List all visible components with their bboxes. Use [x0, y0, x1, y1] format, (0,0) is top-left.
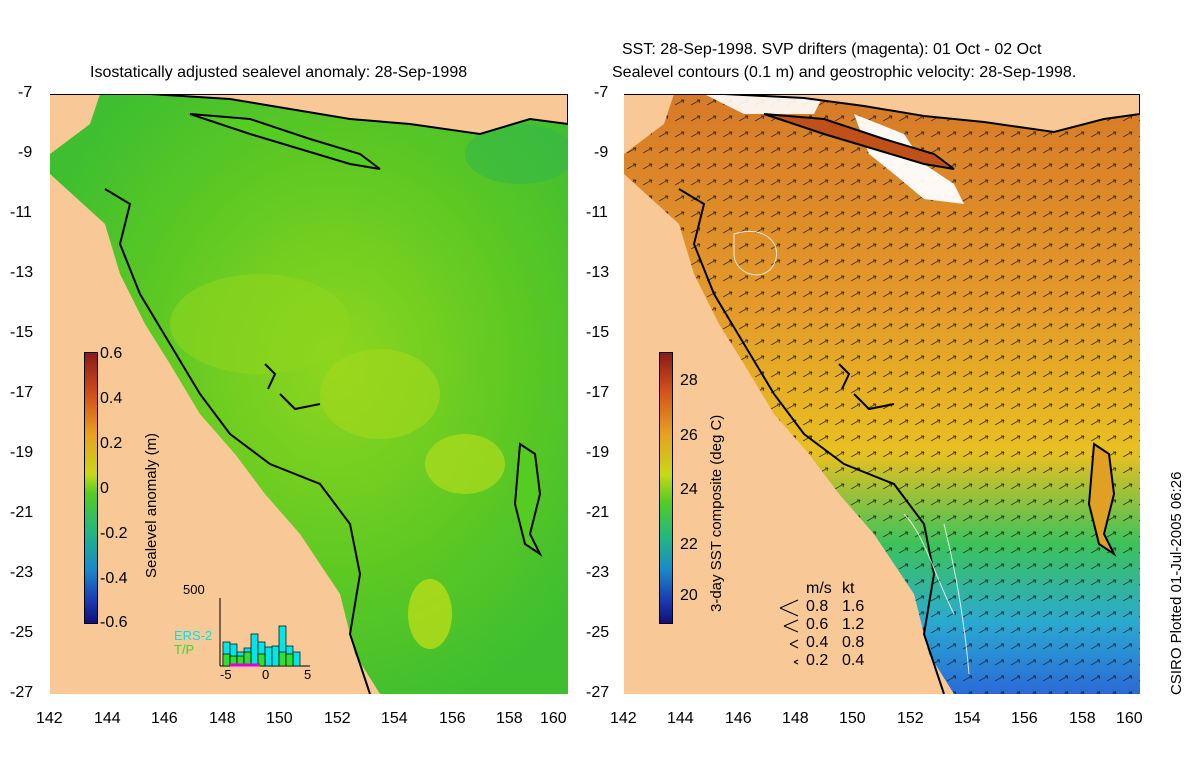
left-lon-label-4: 150: [266, 710, 293, 727]
right-panel-title-line1: SST: 28-Sep-1998. SVP drifters (magenta)…: [622, 41, 1042, 58]
left-lat-label-6: -19: [10, 444, 34, 461]
velocity-legend-ms-1: 0.6: [806, 616, 829, 633]
left-lat-label-2: -11: [10, 204, 32, 221]
sst-tick-2: 24: [680, 481, 698, 498]
velocity-legend-ms-0: 0.8: [806, 598, 829, 615]
right-lat-label-10: -27: [586, 684, 610, 701]
sealevel-tick-6: -0.6: [100, 614, 128, 631]
velocity-legend: m/s kt 0.8 1.6 0.6 1.2 0.4 0.8 0.2 0.4: [776, 580, 876, 670]
left-lat-label-7: -21: [10, 504, 34, 521]
right-lon-label-6: 154: [954, 710, 981, 727]
velocity-legend-ms-3: 0.2: [806, 652, 829, 669]
left-lat-label-5: -17: [10, 384, 34, 401]
velocity-legend-header-ms: m/s: [806, 580, 832, 597]
right-lon-label-0: 142: [610, 710, 637, 727]
left-lat-label-10: -27: [10, 684, 34, 701]
right-lon-label-1: 144: [667, 710, 694, 727]
right-lat-label-9: -25: [586, 624, 610, 641]
sealevel-tick-5: -0.4: [100, 570, 128, 587]
sst-tick-1: 26: [680, 427, 698, 444]
sst-northern-landmass: [624, 94, 1140, 134]
track-histogram: [219, 598, 310, 667]
right-lat-label-2: -11: [586, 204, 608, 221]
left-lat-label-1: -9: [18, 144, 33, 161]
left-panel-title: Isostatically adjusted sealevel anomaly:…: [90, 64, 468, 81]
right-lat-label-6: -19: [586, 444, 610, 461]
sealevel-tick-4: -0.2: [100, 525, 128, 542]
right-lat-label-5: -17: [586, 384, 610, 401]
velocity-legend-kt-3: 0.4: [842, 652, 865, 669]
sealevel-colorbar: [84, 352, 98, 624]
sealevel-tick-3: 0: [100, 480, 109, 497]
histogram-legend-ers: ERS-2: [174, 628, 213, 643]
histogram-legend-tp: T/P: [174, 642, 195, 657]
right-lat-label-4: -15: [586, 324, 610, 341]
northern-landmass: [50, 94, 568, 136]
left-lon-label-6: 154: [381, 710, 408, 727]
histogram-xtick-1: 0: [262, 667, 270, 682]
velocity-legend-ms-2: 0.4: [806, 634, 829, 651]
sea-region: [50, 94, 568, 694]
left-lon-label-3: 148: [209, 710, 236, 727]
sealevel-colorbar-label: Sealevel anomaly (m): [143, 432, 160, 578]
shelf-contour: [104, 188, 371, 694]
right-lon-label-9: 160: [1116, 710, 1143, 727]
sealevel-tick-0: 0.6: [100, 345, 123, 362]
right-lat-label-8: -23: [586, 564, 610, 581]
left-lon-label-8: 158: [496, 710, 523, 727]
right-lon-label-2: 146: [725, 710, 752, 727]
right-lon-label-7: 156: [1011, 710, 1038, 727]
histogram-ymax-label: 500: [183, 582, 205, 597]
velocity-legend-kt-1: 1.2: [842, 616, 865, 633]
right-panel-title-line2: Sealevel contours (0.1 m) and geostrophi…: [612, 64, 1077, 81]
histogram-xtick-0: -5: [220, 667, 232, 682]
left-lon-label-1: 144: [94, 710, 121, 727]
sealevel-tick-2: 0.2: [100, 435, 123, 452]
right-lon-label-3: 148: [782, 710, 809, 727]
sst-map: [624, 94, 1140, 694]
left-lon-label-9: 160: [540, 710, 567, 727]
histogram-xtick-2: 5: [304, 667, 312, 682]
sst-shelf-contour: [678, 188, 945, 694]
left-lat-label-9: -25: [10, 624, 34, 641]
plot-credit: CSIRO Plotted 01-Jul-2005 06:26: [1168, 471, 1185, 695]
sst-tick-0: 28: [680, 372, 698, 389]
right-lon-label-4: 150: [839, 710, 866, 727]
left-lat-label-3: -13: [10, 264, 34, 281]
velocity-legend-kt-2: 0.8: [842, 634, 865, 651]
right-lat-label-3: -13: [586, 264, 610, 281]
left-lat-label-8: -23: [10, 564, 34, 581]
left-lat-label-0: -7: [18, 84, 33, 101]
right-lon-label-5: 152: [897, 710, 924, 727]
right-lat-label-0: -7: [594, 84, 609, 101]
velocity-legend-kt-0: 1.6: [842, 598, 865, 615]
left-lon-label-0: 142: [36, 710, 63, 727]
left-lon-label-2: 146: [151, 710, 178, 727]
velocity-legend-header-kt: kt: [842, 580, 855, 597]
sst-colorbar: [659, 352, 673, 624]
sst-colorbar-label: 3-day SST composite (deg C): [708, 414, 725, 612]
right-lon-label-8: 158: [1069, 710, 1096, 727]
right-lat-label-1: -9: [594, 144, 609, 161]
sealevel-tick-1: 0.4: [100, 390, 123, 407]
left-lon-label-7: 156: [439, 710, 466, 727]
right-lat-label-7: -21: [586, 504, 610, 521]
left-lon-label-5: 152: [324, 710, 351, 727]
sst-tick-3: 22: [680, 536, 698, 553]
sst-tick-4: 20: [680, 587, 698, 604]
sealevel-anomaly-map: [50, 94, 568, 694]
left-lat-label-4: -15: [10, 324, 34, 341]
